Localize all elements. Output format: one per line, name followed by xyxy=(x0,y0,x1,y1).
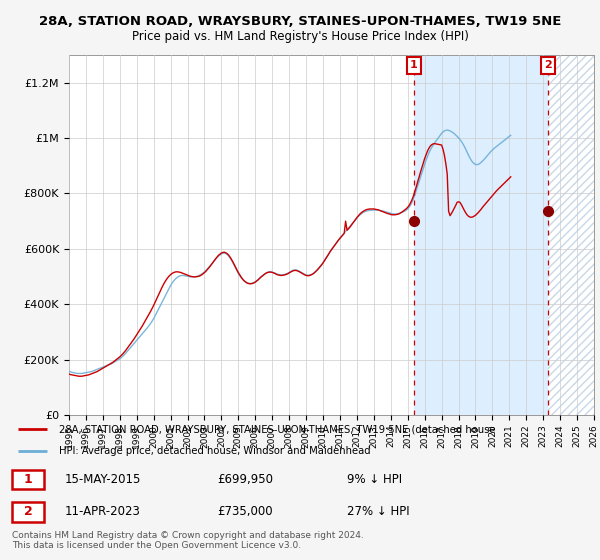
FancyBboxPatch shape xyxy=(12,502,44,521)
Bar xyxy=(548,55,594,415)
Text: 1: 1 xyxy=(410,60,418,71)
Text: 28A, STATION ROAD, WRAYSBURY, STAINES-UPON-THAMES, TW19 5NE: 28A, STATION ROAD, WRAYSBURY, STAINES-UP… xyxy=(39,15,561,29)
Text: 27% ↓ HPI: 27% ↓ HPI xyxy=(347,505,410,519)
Text: 2: 2 xyxy=(544,60,551,71)
Text: Price paid vs. HM Land Registry's House Price Index (HPI): Price paid vs. HM Land Registry's House … xyxy=(131,30,469,43)
Text: 11-APR-2023: 11-APR-2023 xyxy=(65,505,140,519)
Text: 2: 2 xyxy=(23,505,32,519)
Text: HPI: Average price, detached house, Windsor and Maidenhead: HPI: Average price, detached house, Wind… xyxy=(59,446,371,456)
Bar xyxy=(69,55,414,415)
Text: 15-MAY-2015: 15-MAY-2015 xyxy=(65,473,141,486)
Text: 9% ↓ HPI: 9% ↓ HPI xyxy=(347,473,402,486)
Text: £735,000: £735,000 xyxy=(218,505,274,519)
Text: 28A, STATION ROAD, WRAYSBURY, STAINES-UPON-THAMES, TW19 5NE (detached house: 28A, STATION ROAD, WRAYSBURY, STAINES-UP… xyxy=(59,424,496,434)
Bar xyxy=(414,55,548,415)
FancyBboxPatch shape xyxy=(12,469,44,489)
Text: Contains HM Land Registry data © Crown copyright and database right 2024.
This d: Contains HM Land Registry data © Crown c… xyxy=(12,531,364,550)
Text: £699,950: £699,950 xyxy=(218,473,274,486)
Text: 1: 1 xyxy=(23,473,32,486)
